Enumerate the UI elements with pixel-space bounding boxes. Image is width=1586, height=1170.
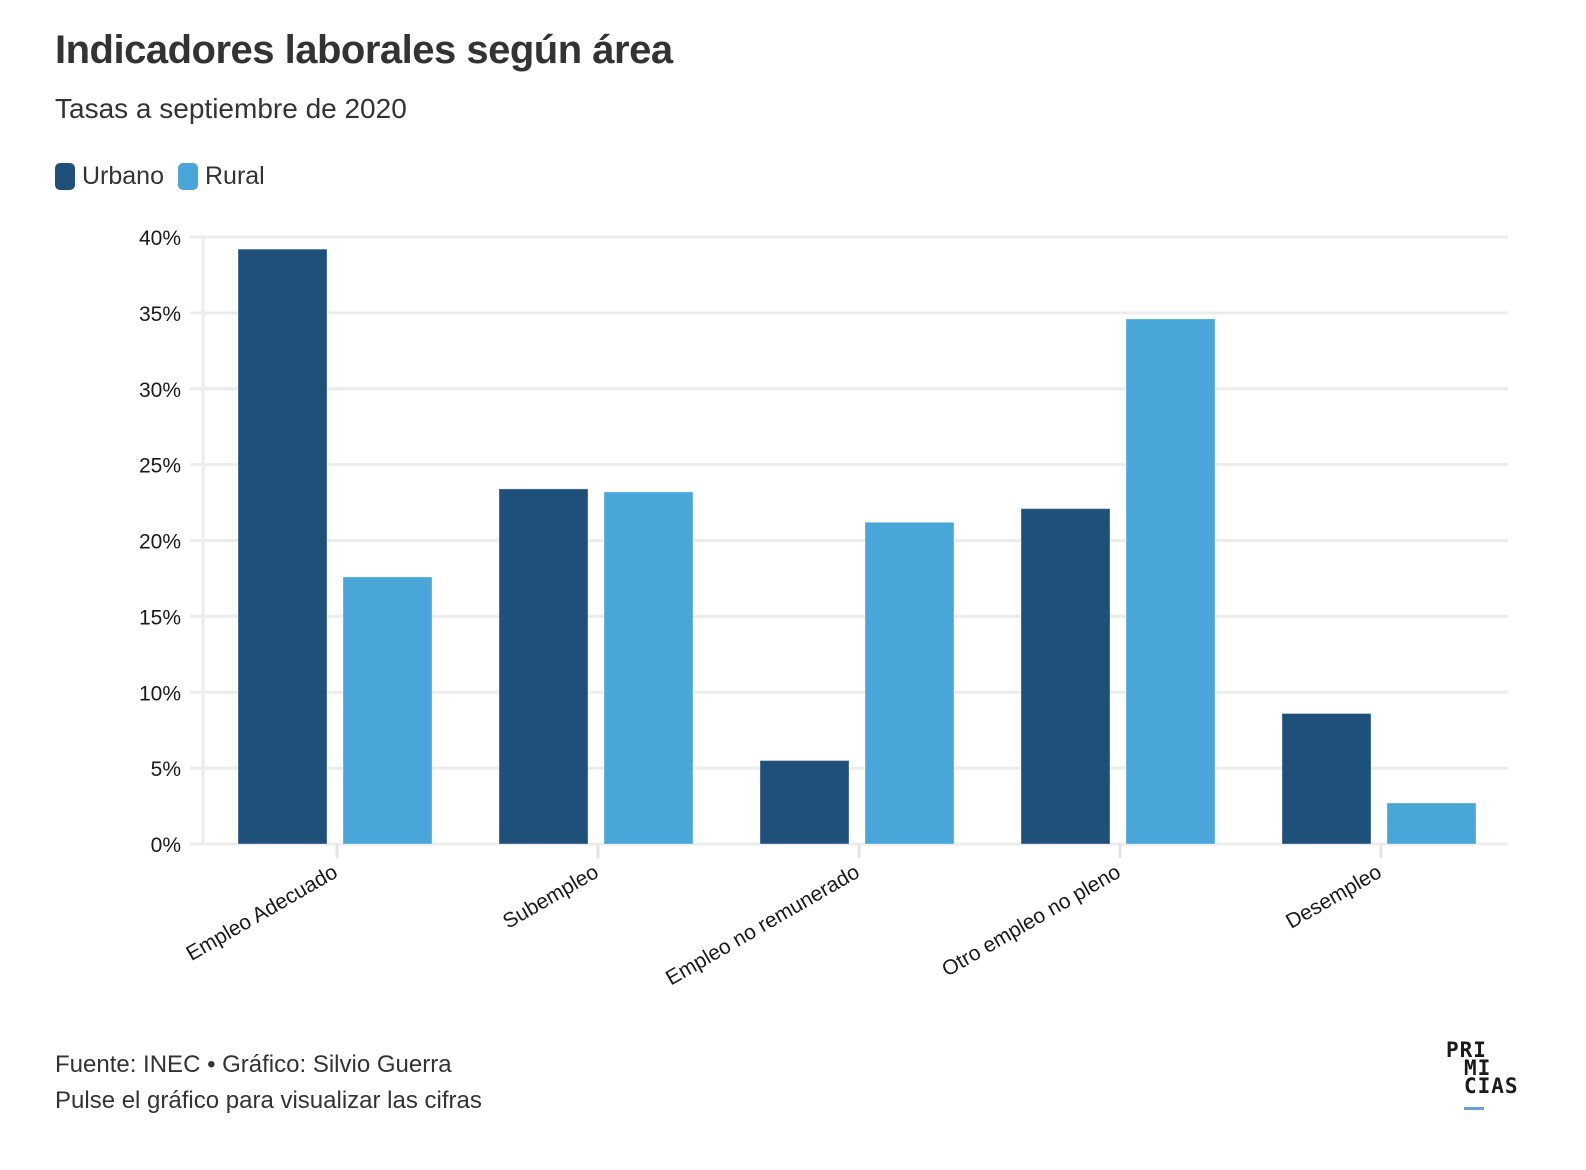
y-axis: 0% 5% 10% 15% 20% 25% 30% 35% 40%	[139, 227, 181, 857]
y-tick-label: 0%	[151, 834, 181, 857]
x-tick-label: Empleo Adecuado	[182, 860, 341, 965]
bar-rural-4[interactable]: Desempleo — Rural: 2.7%	[1386, 802, 1477, 845]
footer-note: Pulse el gráfico para visualizar las cif…	[55, 1087, 482, 1114]
chart-title: Indicadores laborales según área	[55, 28, 673, 72]
bar-urbano-3[interactable]: Otro empleo no pleno — Urbano: 22.1%	[1020, 508, 1111, 845]
bar-rural-2[interactable]: Empleo no remunerado — Rural: 21.2%	[864, 521, 955, 845]
y-tick-label: 30%	[139, 379, 181, 402]
x-tick-label: Empleo no remunerado	[662, 860, 864, 990]
bars: Empleo Adecuado — Urbano: 39.2%Empleo Ad…	[237, 248, 1477, 845]
y-tick-label: 35%	[139, 303, 181, 326]
legend-swatch-rural	[178, 163, 198, 190]
logo-line-3: CIAS	[1464, 1074, 1519, 1098]
bar-rural-3[interactable]: Otro empleo no pleno — Rural: 34.6%	[1125, 318, 1216, 845]
chart-subtitle: Tasas a septiembre de 2020	[55, 93, 407, 124]
source-credit: Fuente: INEC • Gráfico: Silvio Guerra	[55, 1051, 452, 1078]
bar-urbano-2[interactable]: Empleo no remunerado — Urbano: 5.5%	[759, 760, 850, 845]
bar-urbano-4[interactable]: Desempleo — Urbano: 8.6%	[1281, 712, 1372, 845]
logo-line-1: PRI	[1446, 1038, 1487, 1062]
legend-label-urbano: Urbano	[82, 162, 164, 190]
x-tick-label: Otro empleo no pleno	[938, 860, 1124, 981]
bar-urbano-1[interactable]: Subempleo — Urbano: 23.4%	[498, 488, 589, 845]
primicias-logo[interactable]: PRI MI CIAS	[1446, 1038, 1526, 1116]
y-tick-label: 25%	[139, 455, 181, 478]
x-tick-label: Subempleo	[499, 860, 603, 933]
bar-rural-0[interactable]: Empleo Adecuado — Rural: 17.6%	[342, 576, 433, 845]
x-axis: Empleo Adecuado Subempleo Empleo no remune…	[182, 844, 1386, 990]
bar-rural-1[interactable]: Subempleo — Rural: 23.2%	[603, 491, 694, 845]
x-tick-label: Desempleo	[1282, 860, 1386, 933]
legend-item-rural[interactable]: Rural	[178, 162, 265, 191]
logo-underline	[1464, 1107, 1484, 1110]
legend-label-rural: Rural	[205, 162, 265, 190]
bar-chart[interactable]: 0% 5% 10% 15% 20% 25% 30% 35% 40% Empleo Adecuad…	[0, 0, 1586, 1040]
footer: Fuente: INEC • Gráfico: Silvio Guerra Pu…	[55, 1047, 482, 1119]
y-tick-label: 20%	[139, 531, 181, 554]
bar-urbano-0[interactable]: Empleo Adecuado — Urbano: 39.2%	[237, 248, 328, 845]
y-tick-label: 15%	[139, 606, 181, 629]
legend-item-urbano[interactable]: Urbano	[55, 162, 164, 191]
y-tick-label: 10%	[139, 682, 181, 705]
legend-swatch-urbano	[55, 163, 75, 190]
logo-line-2: MI	[1464, 1056, 1492, 1080]
legend: Urbano Rural	[55, 162, 265, 191]
y-tick-label: 5%	[151, 758, 181, 781]
y-tick-label: 40%	[139, 227, 181, 250]
